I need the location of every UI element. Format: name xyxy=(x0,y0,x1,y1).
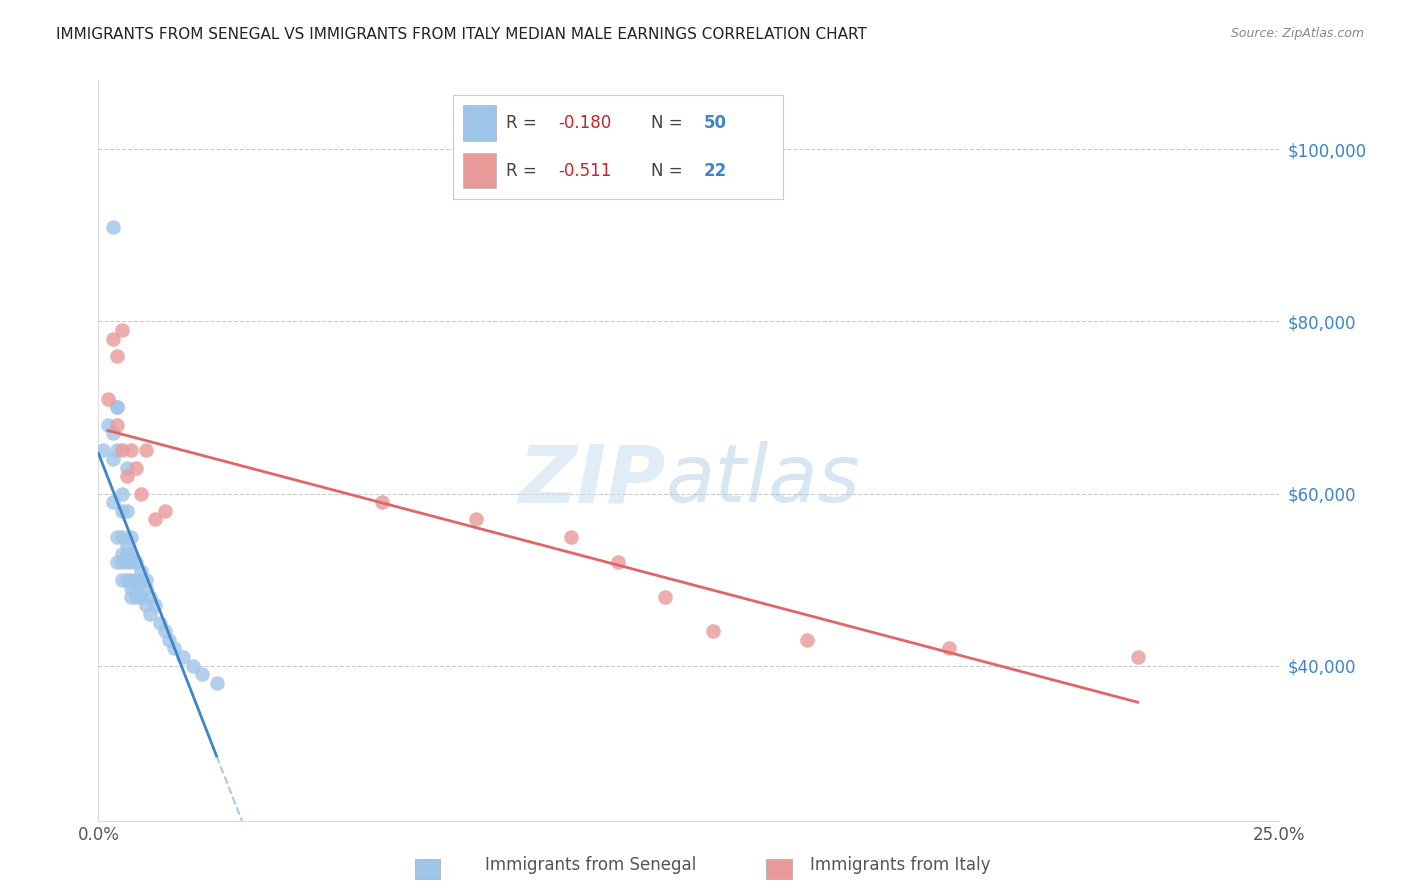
Point xyxy=(105,417,128,432)
Point xyxy=(121,573,143,587)
Point xyxy=(135,443,157,458)
Point xyxy=(115,460,138,475)
Point xyxy=(115,547,138,561)
Point xyxy=(97,392,120,406)
Point xyxy=(143,512,166,526)
Point xyxy=(111,486,134,500)
Text: IMMIGRANTS FROM SENEGAL VS IMMIGRANTS FROM ITALY MEDIAN MALE EARNINGS CORRELATIO: IMMIGRANTS FROM SENEGAL VS IMMIGRANTS FR… xyxy=(56,27,868,42)
Text: ZIP: ZIP xyxy=(517,441,665,519)
Point xyxy=(181,658,204,673)
Point xyxy=(105,530,128,544)
Point xyxy=(654,590,676,604)
Point xyxy=(129,486,152,500)
Point xyxy=(153,504,176,518)
Point xyxy=(97,417,120,432)
Point xyxy=(560,530,582,544)
Point xyxy=(139,607,162,621)
Point xyxy=(111,443,134,458)
Point xyxy=(938,641,960,656)
Point xyxy=(105,401,128,415)
Point xyxy=(115,573,138,587)
Point xyxy=(115,555,138,569)
Point xyxy=(143,599,166,613)
Text: Source: ZipAtlas.com: Source: ZipAtlas.com xyxy=(1230,27,1364,40)
Point xyxy=(121,590,143,604)
Point xyxy=(191,667,214,681)
Point xyxy=(111,323,134,337)
Point xyxy=(111,504,134,518)
Point xyxy=(111,547,134,561)
Point xyxy=(115,538,138,552)
Point xyxy=(91,443,114,458)
Point xyxy=(121,581,143,595)
Point xyxy=(153,624,176,639)
Text: Immigrants from Senegal: Immigrants from Senegal xyxy=(485,856,696,874)
Point xyxy=(121,555,143,569)
Point xyxy=(129,564,152,578)
Point xyxy=(101,219,124,234)
Point xyxy=(111,573,134,587)
Point xyxy=(101,495,124,509)
Point xyxy=(371,495,394,509)
Point xyxy=(1126,650,1149,665)
Point xyxy=(101,426,124,441)
Point xyxy=(135,599,157,613)
Point xyxy=(796,632,818,647)
Text: Immigrants from Italy: Immigrants from Italy xyxy=(810,856,990,874)
Point xyxy=(111,555,134,569)
Point xyxy=(105,443,128,458)
Text: atlas: atlas xyxy=(665,441,860,519)
Point xyxy=(105,555,128,569)
Point xyxy=(101,332,124,346)
Point xyxy=(125,573,148,587)
Point xyxy=(105,349,128,363)
Point xyxy=(129,573,152,587)
Point xyxy=(115,504,138,518)
Point xyxy=(121,547,143,561)
Point xyxy=(125,590,148,604)
Point xyxy=(163,641,186,656)
Point xyxy=(702,624,724,639)
Point xyxy=(149,615,172,630)
Point xyxy=(172,650,194,665)
Point xyxy=(129,590,152,604)
Point xyxy=(465,512,488,526)
Point xyxy=(157,632,180,647)
Point xyxy=(111,530,134,544)
Point xyxy=(125,581,148,595)
Point xyxy=(205,676,228,690)
Point xyxy=(139,590,162,604)
Point xyxy=(105,401,128,415)
Point xyxy=(135,573,157,587)
Point xyxy=(135,581,157,595)
Point xyxy=(115,469,138,483)
Point xyxy=(125,460,148,475)
Point xyxy=(121,530,143,544)
Point xyxy=(607,555,630,569)
Point xyxy=(125,555,148,569)
Point xyxy=(101,452,124,467)
Point xyxy=(121,443,143,458)
